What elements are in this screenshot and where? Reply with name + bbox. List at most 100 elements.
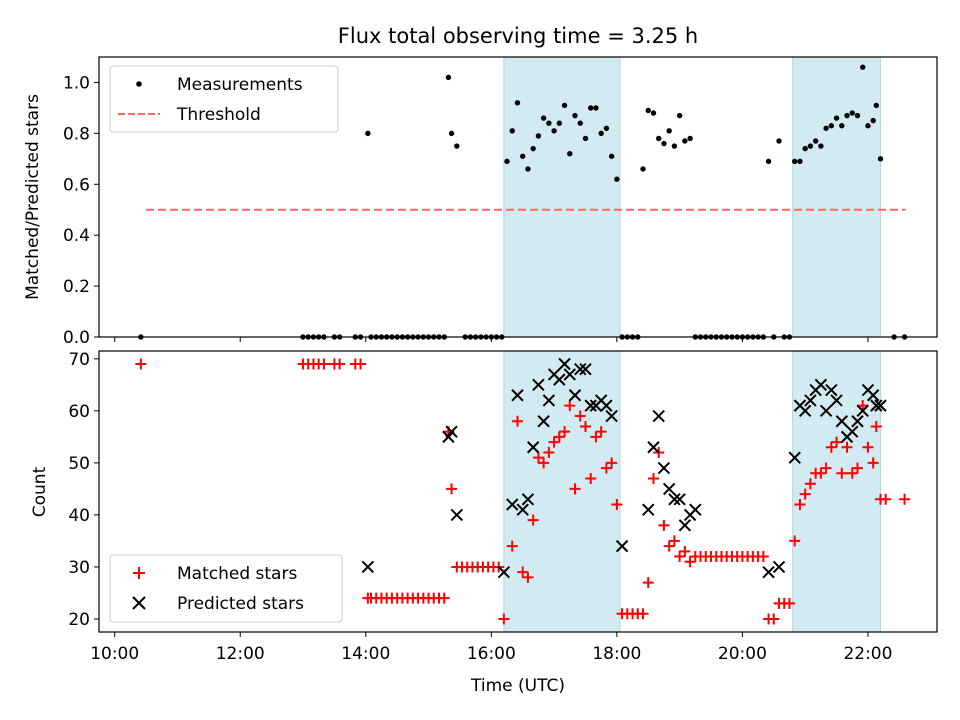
measurement-point xyxy=(818,143,824,149)
matched-star-point xyxy=(548,436,560,448)
measurement-point xyxy=(661,140,667,147)
predicted-star-point xyxy=(574,363,587,376)
measurement-point xyxy=(608,153,615,159)
predicted-star-point xyxy=(835,415,849,428)
count-panel: 20 30 40 50 60 70 10:00 12:00 14:00 16:00 18:00 20… xyxy=(30,350,938,696)
predicted-star-point xyxy=(825,383,838,397)
matched-star-point xyxy=(522,571,534,583)
matched-star-point xyxy=(355,358,367,370)
predicted-star-point xyxy=(605,409,618,423)
predicted-star-point xyxy=(856,404,869,418)
x-tick-label: 12:00 xyxy=(216,644,265,664)
legend-predicted-label: Predicted stars xyxy=(177,594,304,614)
measurement-point xyxy=(588,105,594,111)
matched-star-point xyxy=(794,499,806,511)
predicted-star-point xyxy=(772,560,786,574)
bottom-legend-box xyxy=(109,554,343,623)
y-tick-label: 0.2 xyxy=(63,277,90,297)
predicted-star-point xyxy=(689,503,702,516)
matched-star-point xyxy=(647,472,659,484)
matched-star-point xyxy=(606,457,618,469)
measurement-point xyxy=(802,145,808,152)
measurement-point xyxy=(546,120,552,126)
predicted-star-point xyxy=(542,394,556,407)
predicted-star-point xyxy=(657,461,671,475)
matched-star-point xyxy=(789,535,801,547)
y-tick-label: 0.0 xyxy=(63,328,90,348)
measurement-point xyxy=(873,102,880,109)
matched-star-point xyxy=(851,462,863,474)
matched-star-point xyxy=(590,431,602,443)
matched-star-point xyxy=(820,462,832,474)
matched-star-point xyxy=(783,597,795,609)
measurement-point xyxy=(365,130,371,137)
matched-star-point xyxy=(836,467,848,479)
x-tick-label: 22:00 xyxy=(843,644,892,664)
bottom-y-ticks: 20 30 40 50 60 70 xyxy=(68,350,99,630)
measurement-point xyxy=(807,143,814,149)
measurement-point xyxy=(687,135,693,142)
measurement-point xyxy=(671,143,678,149)
measurement-point xyxy=(530,145,536,152)
matched-star-point xyxy=(880,493,892,505)
measurement-point xyxy=(614,176,620,182)
matched-star-point xyxy=(637,608,649,620)
x-tick-label: 20:00 xyxy=(718,644,767,664)
x-tick-label: 16:00 xyxy=(467,644,516,664)
matched-star-point xyxy=(135,358,147,370)
predicted-star-point xyxy=(584,399,597,412)
predicted-star-point xyxy=(662,482,676,496)
y-tick-label: 70 xyxy=(68,350,90,370)
bottom-shaded-intervals xyxy=(503,350,882,633)
predicted-star-point xyxy=(497,565,511,579)
bottom-y-axis-label: Count xyxy=(30,466,50,517)
bottom-axes-frame xyxy=(98,350,938,633)
predicted-star-point xyxy=(361,560,375,574)
predicted-star-point xyxy=(814,378,828,392)
predicted-star-point xyxy=(558,357,571,371)
top-legend: Measurements Threshold xyxy=(109,65,339,133)
matched-star-point xyxy=(517,566,529,578)
x-tick-label: 18:00 xyxy=(592,644,641,664)
measurement-point xyxy=(844,112,850,119)
predicted-star-point xyxy=(450,508,464,522)
measurement-point xyxy=(666,128,672,134)
predicted-star-point xyxy=(851,415,864,428)
legend-matched-marker xyxy=(133,567,145,579)
predicted-star-point xyxy=(600,399,613,412)
matched-star-point xyxy=(862,441,874,453)
measurement-point xyxy=(849,110,855,116)
y-tick-label: 0.4 xyxy=(63,226,90,246)
measurement-point xyxy=(812,138,819,144)
predicted-star-point xyxy=(537,415,550,428)
matched-star-point xyxy=(559,426,571,438)
matched-star-point xyxy=(899,493,911,505)
predicted-star-point xyxy=(788,451,801,464)
x-axis-label: Time (UTC) xyxy=(470,676,565,696)
predicted-star-point xyxy=(579,363,592,376)
predicted-star-point xyxy=(642,503,655,516)
matched-star-point xyxy=(841,441,853,453)
matched-star-point xyxy=(595,426,607,438)
bottom-legend: Matched stars Predicted stars xyxy=(109,554,343,623)
matched-star-point xyxy=(757,551,769,563)
measurement-point xyxy=(520,153,526,159)
predicted-star-point xyxy=(866,389,880,402)
x-tick-label: 14:00 xyxy=(341,644,390,664)
matched-star-point xyxy=(674,551,686,563)
predicted-star-point xyxy=(819,404,833,418)
predicted-star-point xyxy=(516,503,529,516)
matched-star-point xyxy=(446,483,458,495)
measurement-point xyxy=(603,125,610,131)
matched-star-point xyxy=(846,467,858,479)
legend-measurements-label: Measurements xyxy=(177,75,303,95)
top-y-axis-label: Matched/Predicted stars xyxy=(23,94,43,300)
shaded-interval xyxy=(792,56,882,338)
predicted-star-point xyxy=(526,441,540,454)
top-y-ticks: 0.0 0.2 0.4 0.6 0.8 1.0 xyxy=(63,73,99,348)
matched-star-point xyxy=(663,540,675,552)
measurement-point xyxy=(865,123,871,129)
matched-star-point xyxy=(574,410,586,422)
matched-star-point xyxy=(553,431,565,443)
predicted-star-point xyxy=(804,394,817,407)
